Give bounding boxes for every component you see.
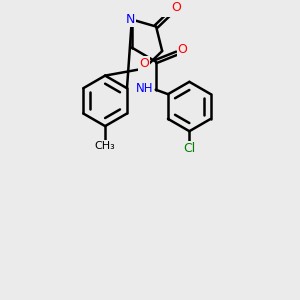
Text: O: O [171, 1, 181, 14]
Text: NH: NH [136, 82, 154, 95]
Text: CH₃: CH₃ [95, 141, 116, 151]
Text: N: N [126, 13, 135, 26]
Text: O: O [177, 43, 187, 56]
Text: Cl: Cl [183, 142, 196, 154]
Text: O: O [139, 57, 149, 70]
